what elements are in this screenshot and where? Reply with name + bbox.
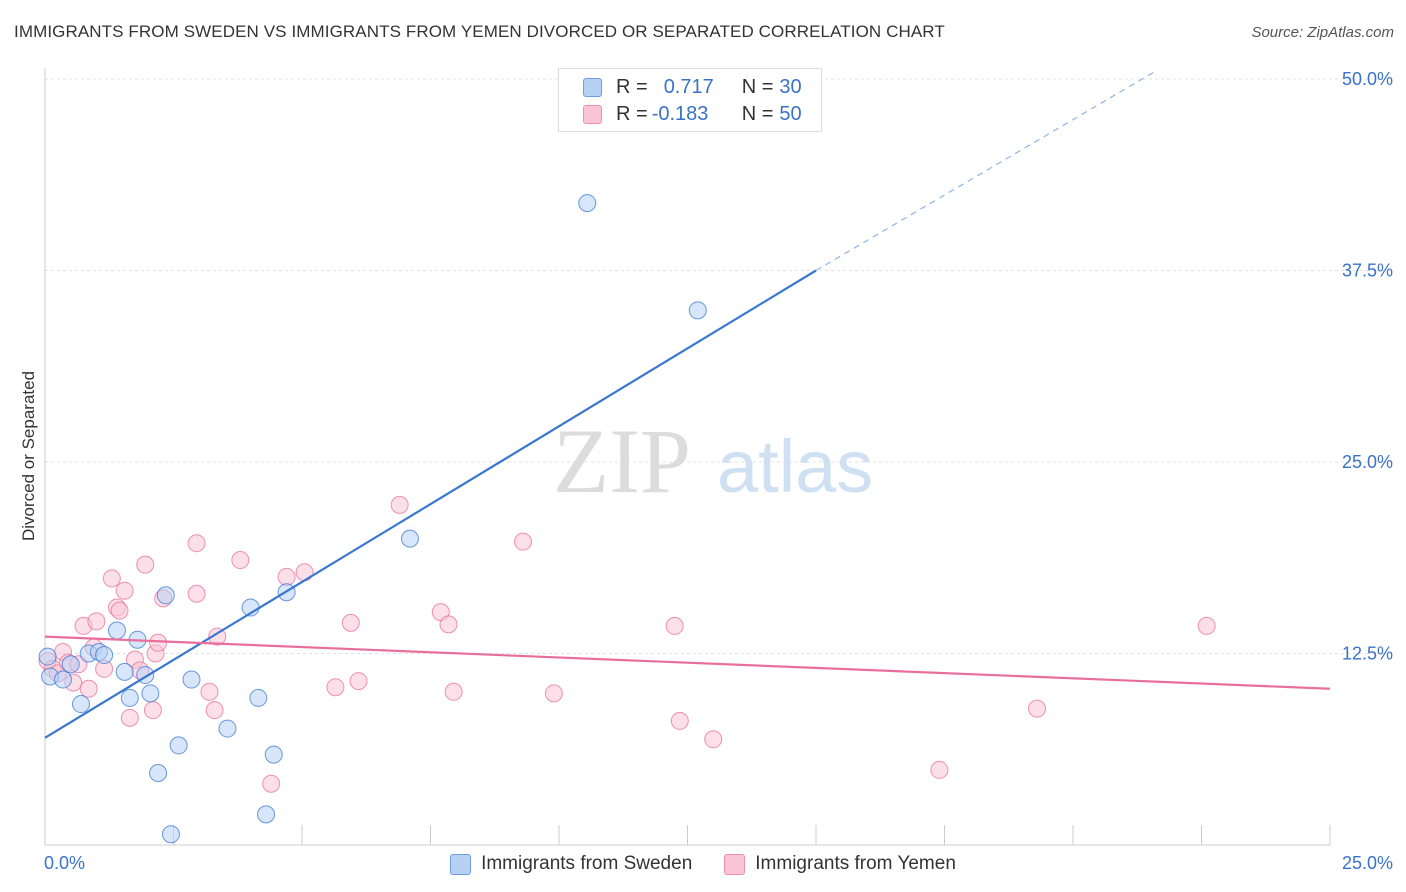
data-point xyxy=(349,672,368,691)
data-point xyxy=(115,581,134,600)
yemen-trend-line xyxy=(44,635,1331,690)
series-yemen-points xyxy=(38,495,1216,793)
trend-lines xyxy=(44,70,1331,739)
data-point xyxy=(136,555,155,574)
r-label: R = xyxy=(616,75,648,98)
data-point xyxy=(187,584,206,603)
data-point xyxy=(390,495,409,514)
x-tick-label: 0.0% xyxy=(44,853,85,873)
data-point xyxy=(208,627,227,646)
data-point xyxy=(120,688,139,707)
data-point xyxy=(200,682,219,701)
axes xyxy=(44,68,1331,846)
r-value: 0.717 xyxy=(663,75,714,98)
yemen-legend-swatch xyxy=(724,853,746,875)
data-point xyxy=(156,586,175,605)
x-tick-label: 25.0% xyxy=(1342,853,1393,873)
data-point xyxy=(257,805,276,824)
data-point xyxy=(79,679,98,698)
data-point xyxy=(87,612,106,631)
n-label: N = xyxy=(741,75,774,98)
grid-lines xyxy=(45,78,1394,654)
data-point xyxy=(670,711,689,730)
n-label: N = xyxy=(741,102,774,125)
source-label: Source: ZipAtlas.com xyxy=(1251,24,1394,41)
data-point xyxy=(264,745,283,764)
data-point xyxy=(182,670,201,689)
data-point xyxy=(218,719,237,738)
data-point xyxy=(205,701,224,720)
sweden-legend-swatch xyxy=(450,853,472,875)
data-point xyxy=(71,695,90,714)
tick-labels: 12.5% 25.0% 37.5% 50.0% 0.0% 25.0% xyxy=(44,69,1393,873)
legend-row-sweden: R = 0.717 N = 30 xyxy=(583,74,802,100)
data-point xyxy=(120,708,139,727)
data-point xyxy=(187,534,206,553)
sweden-trend-extension xyxy=(815,70,1156,272)
data-point xyxy=(61,655,80,674)
data-point xyxy=(231,551,250,570)
watermark: ZIP atlas xyxy=(553,410,873,512)
data-point xyxy=(514,532,533,551)
data-point xyxy=(439,615,458,634)
data-point xyxy=(578,194,597,213)
data-point xyxy=(295,563,314,582)
r-label: R = xyxy=(616,102,648,125)
r-value: -0.183 xyxy=(651,102,709,125)
data-point xyxy=(326,678,345,697)
series-sweden-points xyxy=(38,194,707,844)
y-tick-label: 50.0% xyxy=(1342,69,1393,89)
chart-title: IMMIGRANTS FROM SWEDEN VS IMMIGRANTS FRO… xyxy=(14,22,945,41)
data-point xyxy=(53,670,72,689)
data-point xyxy=(38,647,57,666)
y-axis-label: Divorced or Separated xyxy=(19,371,38,541)
y-tick-label: 37.5% xyxy=(1342,261,1393,281)
series-legend: Immigrants from Sweden Immigrants from Y… xyxy=(0,851,1406,877)
data-point xyxy=(341,613,360,632)
sweden-trend-line xyxy=(44,269,817,739)
data-point xyxy=(110,601,129,620)
data-point xyxy=(95,646,114,665)
data-point xyxy=(1197,616,1216,635)
n-value: 50 xyxy=(779,102,802,125)
data-point xyxy=(107,621,126,640)
data-point xyxy=(688,301,707,320)
data-point xyxy=(169,736,188,755)
watermark-zip: ZIP xyxy=(553,410,691,512)
data-point xyxy=(143,701,162,720)
data-point xyxy=(149,633,168,652)
data-point xyxy=(277,567,296,586)
yemen-swatch xyxy=(583,104,602,124)
data-point xyxy=(1028,699,1047,718)
legend-item-sweden: Immigrants from Sweden xyxy=(450,853,692,875)
data-point xyxy=(115,662,134,681)
legend-item-yemen: Immigrants from Yemen xyxy=(724,853,956,875)
data-point xyxy=(249,688,268,707)
data-point xyxy=(262,774,281,793)
data-point xyxy=(704,730,723,749)
y-tick-label: 12.5% xyxy=(1342,644,1393,664)
data-point xyxy=(665,616,684,635)
data-point xyxy=(400,529,419,548)
data-point xyxy=(444,682,463,701)
n-value: 30 xyxy=(779,75,802,98)
legend-label-sweden: Immigrants from Sweden xyxy=(481,853,693,874)
legend-row-yemen: R = -0.183 N = 50 xyxy=(583,101,802,127)
data-point xyxy=(102,569,121,588)
data-point xyxy=(161,825,180,844)
data-point xyxy=(149,763,168,782)
y-tick-label: 25.0% xyxy=(1342,452,1393,472)
data-point xyxy=(930,760,949,779)
data-point xyxy=(141,684,160,703)
data-point xyxy=(544,684,563,703)
legend-label-yemen: Immigrants from Yemen xyxy=(755,853,956,874)
sweden-swatch xyxy=(583,77,602,97)
correlation-legend: R = 0.717 N = 30 R = -0.183 N = 50 xyxy=(558,68,822,132)
watermark-atlas: atlas xyxy=(717,425,873,508)
